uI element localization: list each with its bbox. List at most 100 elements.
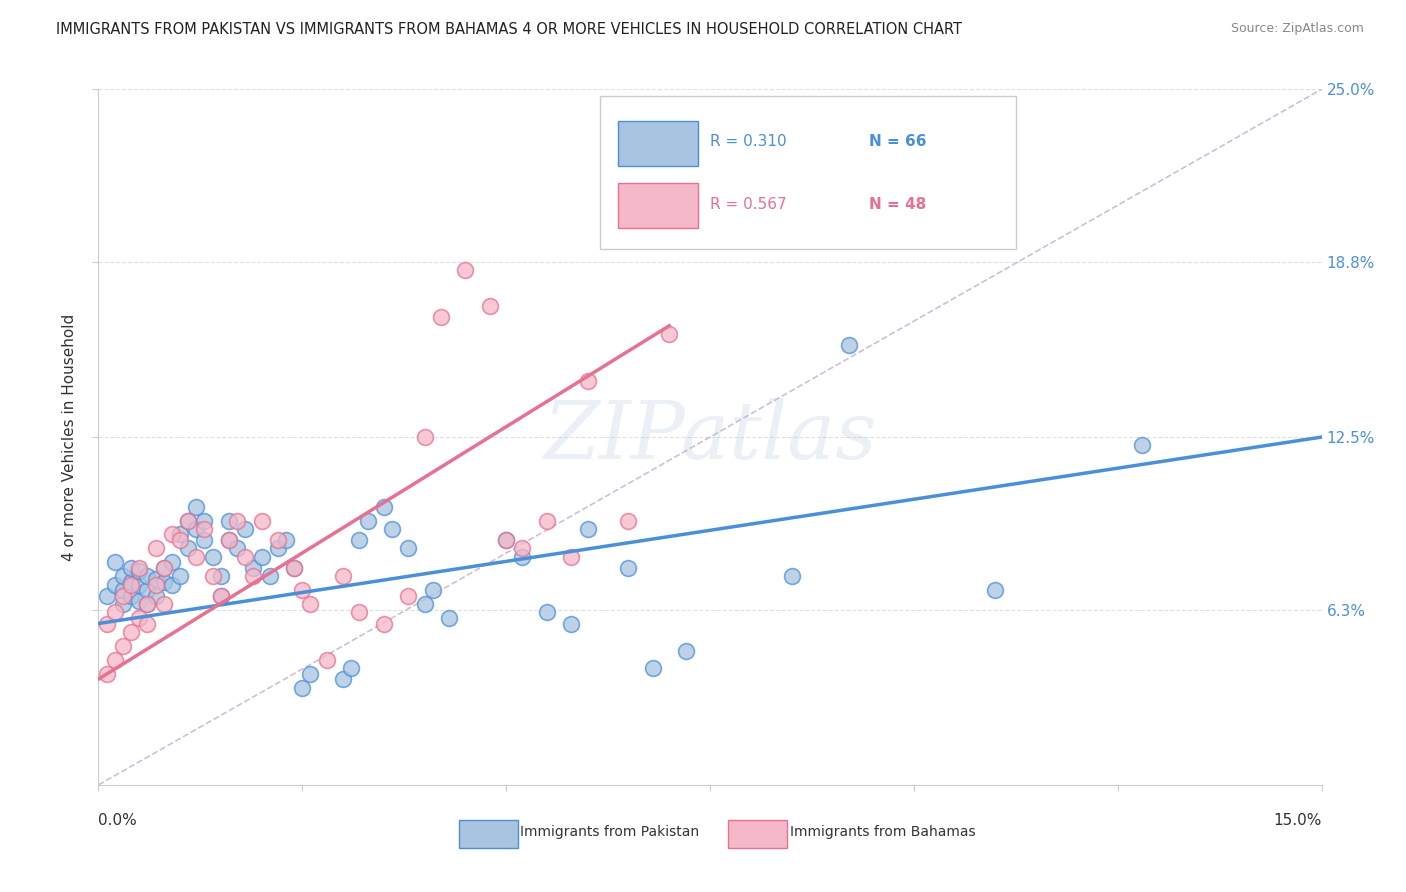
Point [111,569,134,583]
Point [128,564,150,578]
Point [430,310,453,325]
Point [274,533,297,547]
Point [356,514,378,528]
Point [250,549,273,564]
Point [283,561,305,575]
Point [233,522,256,536]
Point [136,597,159,611]
Point [340,661,363,675]
Point [495,533,517,547]
Point [617,514,640,528]
Text: 0.0%: 0.0% [98,813,138,828]
Point [512,549,534,564]
Point [332,672,354,686]
Point [136,583,159,598]
Text: 15.0%: 15.0% [1274,813,1322,828]
Y-axis label: 4 or more Vehicles in Household: 4 or more Vehicles in Household [62,313,77,561]
Point [160,555,183,569]
Point [111,589,134,603]
Point [152,561,174,575]
Point [152,597,174,611]
FancyBboxPatch shape [619,120,697,166]
Point [104,653,127,667]
Point [396,541,419,556]
Point [136,616,159,631]
Point [413,430,436,444]
Point [120,574,142,589]
FancyBboxPatch shape [600,96,1015,249]
Point [576,522,599,536]
Point [780,569,803,583]
Point [96,666,118,681]
Point [242,569,264,583]
Point [576,375,599,389]
Point [177,514,200,528]
Point [267,541,290,556]
Point [160,527,183,541]
Point [478,299,501,313]
Point [259,569,281,583]
Point [984,583,1007,598]
Text: N = 48: N = 48 [869,196,927,211]
Point [111,583,134,598]
Text: IMMIGRANTS FROM PAKISTAN VS IMMIGRANTS FROM BAHAMAS 4 OR MORE VEHICLES IN HOUSEH: IMMIGRANTS FROM PAKISTAN VS IMMIGRANTS F… [56,22,962,37]
Point [136,597,159,611]
Point [193,522,215,536]
FancyBboxPatch shape [728,820,787,847]
Point [96,616,118,631]
Point [169,527,191,541]
Point [226,514,249,528]
Point [152,561,174,575]
Point [250,514,273,528]
Point [512,541,534,556]
Point [291,681,314,695]
Point [218,533,240,547]
Point [495,533,517,547]
Point [145,589,167,603]
Point [641,661,664,675]
Point [838,338,860,352]
Point [291,583,314,598]
Point [128,611,150,625]
Point [169,533,191,547]
Point [1130,438,1153,452]
Text: Immigrants from Pakistan: Immigrants from Pakistan [520,825,700,839]
Point [128,561,150,575]
Text: Immigrants from Bahamas: Immigrants from Bahamas [790,825,976,839]
Point [299,666,322,681]
Text: Source: ZipAtlas.com: Source: ZipAtlas.com [1230,22,1364,36]
Point [209,589,232,603]
Point [120,577,142,591]
Point [104,577,127,591]
Point [209,589,232,603]
Text: N = 66: N = 66 [869,134,927,149]
Point [349,533,371,547]
Point [536,606,558,620]
Point [120,589,142,603]
Point [218,533,240,547]
Point [373,616,395,631]
Point [177,514,200,528]
Point [186,522,208,536]
Point [437,611,460,625]
Point [177,541,200,556]
Point [560,616,582,631]
Point [136,569,159,583]
Point [658,327,681,342]
Point [104,606,127,620]
Point [454,263,477,277]
Point [145,577,167,591]
Point [560,549,582,564]
Point [413,597,436,611]
Point [373,500,395,514]
Text: R = 0.310: R = 0.310 [710,134,786,149]
Point [201,549,224,564]
Point [209,569,232,583]
Point [332,569,354,583]
Point [299,597,322,611]
Point [128,577,150,591]
Point [242,561,264,575]
Point [104,555,127,569]
Point [283,561,305,575]
Point [201,569,224,583]
